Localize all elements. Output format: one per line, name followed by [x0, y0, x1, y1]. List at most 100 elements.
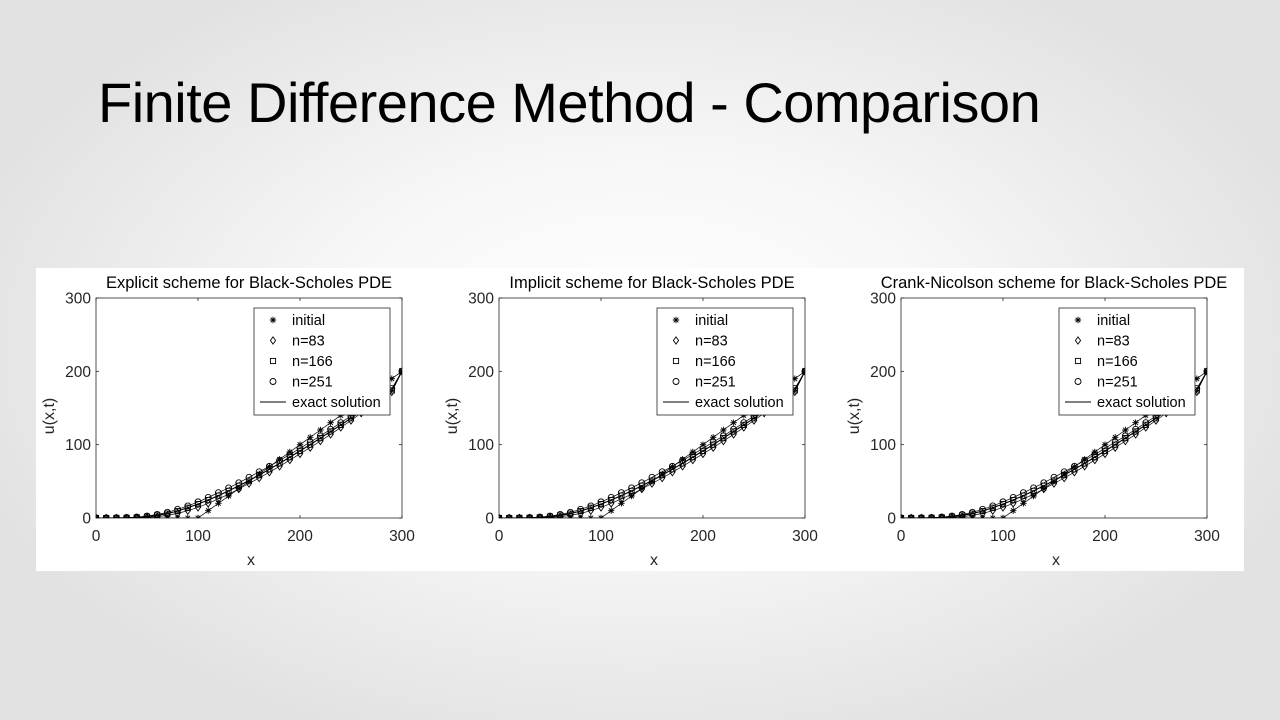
data-point-n-83	[659, 473, 666, 483]
legend-label-n-83: n=83	[695, 334, 728, 350]
data-point-n-83	[245, 479, 253, 488]
legend-marker-n-251	[672, 378, 680, 385]
data-point-n-83	[928, 513, 935, 518]
data-point-initial	[597, 514, 605, 518]
data-point-n-83	[669, 467, 676, 477]
data-point-n-83	[205, 498, 212, 508]
data-point-initial	[1132, 419, 1139, 426]
series-line-n-251	[499, 371, 805, 518]
data-point-n-166	[1061, 472, 1068, 479]
y-axis-label: u(x,t)	[444, 398, 461, 434]
data-point-n-251	[194, 498, 202, 506]
legend-marker-n-83	[672, 336, 680, 345]
data-point-n-83	[628, 489, 635, 499]
y-tick-label: 100	[65, 437, 91, 454]
data-point-initial	[225, 492, 232, 500]
x-tick-label: 100	[990, 528, 1016, 545]
data-point-n-251	[999, 498, 1007, 506]
data-point-n-83	[699, 449, 707, 459]
data-point-n-83	[597, 502, 605, 512]
x-tick-label: 300	[389, 528, 415, 545]
legend-label-initial: initial	[695, 313, 728, 329]
data-point-n-83	[1050, 479, 1058, 488]
data-point-initial	[999, 514, 1007, 518]
data-point-n-83	[307, 443, 314, 452]
series-line-exact-solution	[499, 371, 805, 518]
data-point-n-166	[245, 477, 253, 484]
data-point-n-83	[215, 494, 222, 504]
data-point-n-83	[1101, 449, 1109, 459]
data-point-n-83	[1091, 455, 1098, 465]
figure-panel: Explicit scheme for Black-Scholes PDE 0 10…	[36, 268, 1244, 571]
data-point-initial	[307, 434, 314, 441]
data-point-n-83	[235, 484, 242, 494]
data-point-n-83	[1030, 489, 1037, 499]
subplot-title: Crank-Nicolson scheme for Black-Scholes …	[881, 274, 1228, 292]
y-tick-label: 200	[65, 364, 91, 381]
data-point-n-251	[577, 505, 585, 513]
data-point-n-83	[648, 479, 656, 488]
legend-label-n-251: n=251	[695, 375, 736, 391]
series-line-exact-solution	[901, 371, 1207, 518]
y-tick-label: 0	[887, 511, 896, 528]
data-point-n-83	[184, 506, 191, 516]
data-point-n-83	[1081, 461, 1088, 471]
legend-label-n-83: n=83	[292, 334, 325, 350]
legend-label-exact-solution: exact solution	[292, 395, 381, 411]
data-point-n-83	[1112, 443, 1119, 452]
x-axis-label: x	[247, 552, 255, 569]
x-tick-label: 300	[1194, 528, 1220, 545]
legend-label-n-251: n=251	[292, 375, 333, 391]
data-point-n-83	[908, 513, 915, 518]
data-point-n-166	[659, 472, 666, 479]
data-point-initial	[1081, 456, 1088, 463]
y-tick-label: 300	[870, 291, 896, 308]
data-point-initial	[699, 441, 707, 448]
data-point-initial	[296, 441, 304, 448]
data-point-initial	[577, 514, 584, 518]
data-point-n-251	[989, 502, 997, 510]
data-point-initial	[710, 434, 717, 441]
series-line-n-251	[96, 371, 402, 518]
subplot-title: Implicit scheme for Black-Scholes PDE	[509, 274, 794, 292]
series-line-exact-solution	[96, 371, 402, 518]
data-point-n-83	[103, 513, 110, 518]
data-point-initial	[628, 492, 635, 500]
data-point-n-83	[689, 455, 696, 465]
data-point-n-83	[499, 513, 503, 518]
data-point-n-83	[1040, 484, 1047, 494]
data-point-initial	[205, 507, 212, 514]
data-point-n-83	[608, 498, 615, 508]
data-point-n-251	[184, 502, 192, 510]
y-tick-label: 200	[468, 364, 494, 381]
x-axis-label: x	[1052, 552, 1060, 569]
y-tick-label: 300	[65, 291, 91, 308]
y-tick-label: 0	[82, 511, 91, 528]
data-point-initial	[979, 514, 986, 518]
data-point-n-83	[296, 449, 304, 459]
data-point-n-83	[194, 502, 202, 512]
data-point-initial	[174, 514, 181, 518]
legend-label-n-251: n=251	[1097, 375, 1138, 391]
x-tick-label: 100	[185, 528, 211, 545]
legend-marker-n-83	[269, 336, 277, 345]
data-point-initial	[679, 456, 686, 463]
data-point-n-83	[113, 513, 120, 518]
data-point-n-83	[901, 513, 905, 518]
data-point-n-83	[679, 461, 686, 471]
data-point-n-251	[587, 502, 595, 510]
data-point-initial	[730, 419, 737, 426]
data-point-initial	[608, 507, 615, 514]
data-point-n-83	[1020, 494, 1027, 504]
data-point-n-83	[225, 489, 232, 499]
data-point-n-251	[398, 367, 402, 375]
data-point-initial	[1020, 500, 1027, 507]
data-point-n-83	[1203, 366, 1207, 376]
subplot-1: Explicit scheme for Black-Scholes PDE 0 10…	[41, 274, 415, 569]
x-tick-label: 200	[287, 528, 313, 545]
legend: initial n=83 n=166 n=251 exact solution	[1058, 307, 1196, 416]
data-point-initial	[720, 426, 727, 434]
data-point-n-83	[123, 513, 130, 518]
data-point-n-251	[174, 505, 182, 513]
data-point-initial	[1112, 434, 1119, 441]
